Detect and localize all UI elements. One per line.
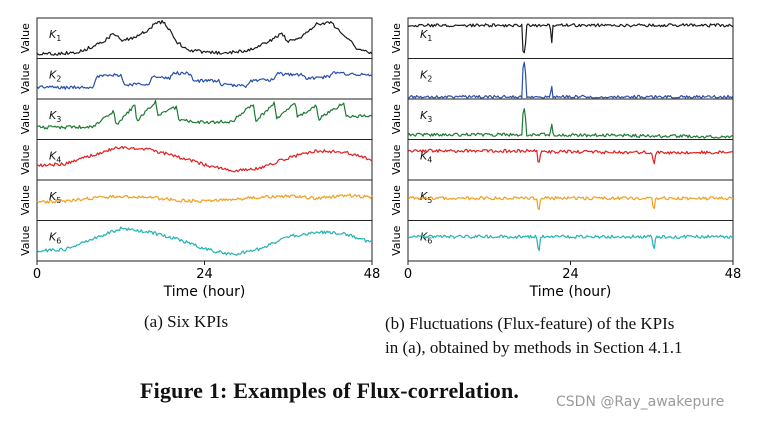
caption-b-line-1: (b) Fluctuations (Flux-feature) of the K… (385, 314, 675, 333)
panel-K3: Value K3 (390, 98, 734, 140)
x-axis-label: Time (hour) (529, 284, 612, 300)
caption-b: (b) Fluctuations (Flux-feature) of the K… (385, 312, 775, 360)
series-line-K2 (36, 71, 373, 90)
x-axis: 0 24 48 Time (hour) (404, 261, 741, 300)
panel-K1: Value K1 (390, 17, 734, 59)
series-label-sub: 4 (427, 156, 432, 165)
y-axis-label: Value (390, 144, 403, 174)
panel-K5: Value K5 (390, 179, 734, 221)
series-line-K2 (408, 61, 734, 99)
y-axis-label: Value (390, 104, 403, 134)
series-label-sub: 2 (56, 75, 61, 84)
series-label-K6: K6 (49, 231, 61, 246)
panel-frame-K2 (407, 58, 734, 100)
series-line-K1 (407, 23, 734, 54)
panel-frame-K2 (36, 58, 373, 100)
watermark: CSDN @Ray_awakepure (556, 394, 725, 410)
panel-K1: Value K1 (19, 17, 373, 59)
series-line-K6 (36, 226, 373, 256)
series-line-K5 (36, 193, 373, 204)
x-tick-label: 48 (725, 267, 742, 282)
series-line-K4 (407, 148, 734, 165)
series-label-sub: 2 (427, 75, 432, 84)
series-label-K3: K3 (49, 109, 61, 124)
y-axis-label: Value (19, 225, 32, 255)
series-label-K3: K3 (420, 109, 432, 124)
series-label-sub: 5 (427, 196, 432, 205)
series-label-sub: 1 (427, 34, 432, 43)
panel-K3: Value K3 (19, 98, 373, 140)
panel-K5: Value K5 (19, 179, 373, 221)
panel-frame-K5 (407, 179, 734, 221)
series-label-K2: K2 (49, 69, 61, 84)
x-tick-label: 24 (196, 267, 213, 282)
series-line-K3 (407, 108, 734, 139)
figure-title: Figure 1: Examples of Flux-correlation. (140, 378, 520, 403)
series-label-sub: 4 (56, 156, 61, 165)
x-axis-label: Time (hour) (163, 284, 246, 300)
series-label-sub: 3 (56, 115, 61, 124)
series-line-K1 (36, 20, 373, 56)
panel-K6: Value K6 (390, 220, 734, 262)
panel-frame-K1 (407, 17, 734, 59)
y-axis-label: Value (19, 104, 32, 134)
panel-frame-K3 (36, 98, 373, 140)
panel-frame-K6 (36, 220, 373, 262)
x-tick-label: 48 (364, 267, 381, 282)
series-line-K5 (407, 196, 734, 211)
caption-b-line-2: in (a), obtained by methods in Section 4… (385, 338, 683, 357)
y-axis-label: Value (19, 23, 32, 53)
series-line-K6 (407, 234, 734, 252)
x-tick-label: 0 (404, 267, 412, 282)
caption-a: (a) Six KPIs (144, 312, 229, 331)
series-label-sub: 1 (56, 34, 61, 43)
x-tick-label: 0 (33, 267, 41, 282)
y-axis-label: Value (390, 185, 403, 215)
series-label-sub: 6 (427, 237, 432, 246)
y-axis-label: Value (19, 185, 32, 215)
x-tick-label: 24 (562, 267, 579, 282)
series-label-K1: K1 (49, 28, 61, 43)
y-axis-label: Value (390, 63, 403, 93)
panel-frame-K4 (36, 139, 373, 181)
series-label-K4: K4 (49, 150, 61, 165)
y-axis-label: Value (19, 63, 32, 93)
panel-K2: Value K2 (19, 58, 373, 100)
panel-K4: Value K4 (19, 139, 373, 181)
series-label-K2: K2 (420, 69, 432, 84)
y-axis-label: Value (390, 225, 403, 255)
panel-K2: Value K2 (390, 58, 734, 100)
x-axis: 0 24 48 Time (hour) (33, 261, 380, 300)
series-line-K4 (36, 145, 373, 173)
panel-frame-K6 (407, 220, 734, 262)
panel-K4: Value K4 (390, 139, 734, 181)
panel-frame-K4 (407, 139, 734, 181)
panel-K6: Value K6 (19, 220, 373, 262)
series-label-K1: K1 (420, 28, 432, 43)
y-axis-label: Value (19, 144, 32, 174)
y-axis-label: Value (390, 23, 403, 53)
series-line-K3 (36, 99, 373, 130)
series-label-sub: 3 (427, 115, 432, 124)
series-label-sub: 6 (56, 237, 61, 246)
